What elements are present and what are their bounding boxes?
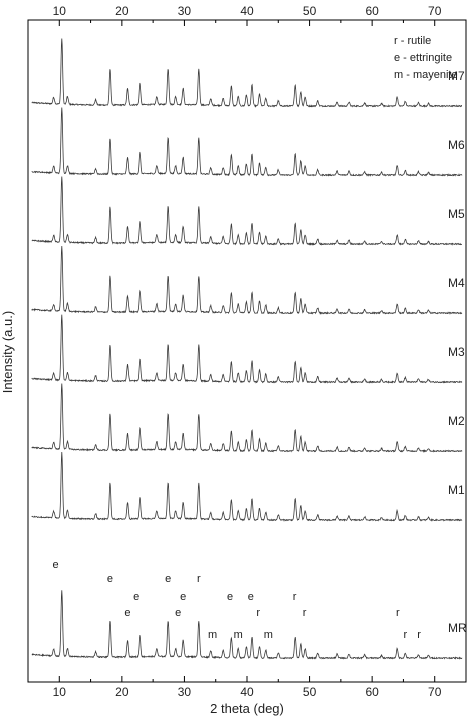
peak-label: e xyxy=(133,591,139,603)
top-axis-ticks: 10 20 30 40 50 60 70 xyxy=(27,4,467,26)
bottom-tick-label: 40 xyxy=(240,685,254,699)
series-label-mr: MR xyxy=(448,621,467,635)
top-tick-label: 40 xyxy=(240,4,254,18)
trace-m2 xyxy=(31,383,463,453)
series-label-m3: M3 xyxy=(448,345,465,359)
series-label-m6: M6 xyxy=(448,138,465,152)
top-tick-label: 60 xyxy=(365,4,379,18)
peak-label: r xyxy=(293,591,297,603)
peak-label: r xyxy=(256,607,260,619)
legend-entry-ettringite: e - ettringite xyxy=(394,52,452,64)
peak-label: e xyxy=(165,573,171,585)
legend-entry-rutile: r - rutile xyxy=(394,35,431,47)
trace-m7 xyxy=(31,38,463,108)
legend-entry-mayenite: m - mayenite xyxy=(394,69,458,81)
trace-m6 xyxy=(31,107,463,177)
peak-label: r xyxy=(303,607,307,619)
series-label-m2: M2 xyxy=(448,414,465,428)
trace-mr xyxy=(31,590,463,660)
bottom-axis-ticks: 10 20 30 40 50 60 70 xyxy=(27,676,467,699)
x-axis-title: 2 theta (deg) xyxy=(210,701,284,716)
bottom-tick-label: 10 xyxy=(53,685,67,699)
legend: r - rutile e - ettringite m - mayenite xyxy=(394,35,458,81)
trace-m3 xyxy=(31,314,463,384)
top-tick-label: 30 xyxy=(178,4,192,18)
peak-label: e xyxy=(227,591,233,603)
peak-label: m xyxy=(264,629,273,641)
peak-label: e xyxy=(124,607,130,619)
bottom-tick-label: 60 xyxy=(365,685,379,699)
top-tick-label: 20 xyxy=(115,4,129,18)
xrd-traces xyxy=(31,38,463,660)
y-axis-title: Intensity (a.u.) xyxy=(0,311,15,393)
peak-label: m xyxy=(234,629,243,641)
peak-label: r xyxy=(403,629,407,641)
top-tick-label: 10 xyxy=(53,4,67,18)
peak-label: e xyxy=(180,591,186,603)
bottom-tick-label: 50 xyxy=(303,685,317,699)
series-label-m5: M5 xyxy=(448,207,465,221)
bottom-tick-label: 20 xyxy=(115,685,129,699)
bottom-tick-label: 70 xyxy=(428,685,442,699)
plot-frame xyxy=(27,19,467,683)
series-label-m1: M1 xyxy=(448,483,465,497)
top-tick-label: 50 xyxy=(303,4,317,18)
peak-label: m xyxy=(208,629,217,641)
peak-label: r xyxy=(417,629,421,641)
trace-m4 xyxy=(31,245,463,315)
trace-m5 xyxy=(31,176,463,246)
trace-m1 xyxy=(31,451,463,522)
series-label-m4: M4 xyxy=(448,276,465,290)
peak-label: r xyxy=(197,573,201,585)
series-label-m7: M7 xyxy=(448,69,465,83)
peak-label: e xyxy=(175,607,181,619)
top-tick-label: 70 xyxy=(428,4,442,18)
peak-label: e xyxy=(248,591,254,603)
peak-label: e xyxy=(107,573,113,585)
peak-label: r xyxy=(396,607,400,619)
peak-label: e xyxy=(52,559,58,571)
bottom-tick-label: 30 xyxy=(178,685,192,699)
series-labels: M7 M6 M5 M4 M3 M2 M1 MR xyxy=(448,69,467,635)
